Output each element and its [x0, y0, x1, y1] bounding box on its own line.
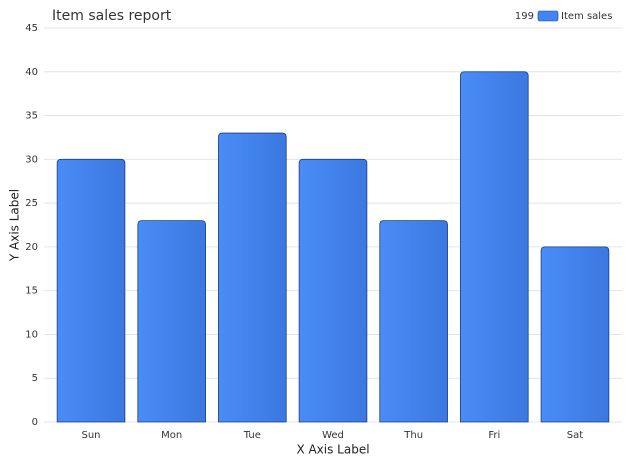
- bar: [56, 158, 126, 423]
- legend-total: 199: [515, 11, 534, 22]
- x-tick-label: Fri: [488, 430, 500, 441]
- y-tick-label: 30: [25, 154, 38, 165]
- y-tick-label: 45: [25, 23, 38, 34]
- bar: [460, 71, 529, 423]
- bar: [218, 132, 287, 423]
- y-tick-label: 5: [32, 373, 38, 384]
- y-tick-label: 20: [25, 242, 38, 253]
- legend: 199 Item sales: [515, 10, 612, 22]
- x-tick-label: Thu: [403, 430, 423, 441]
- y-axis-label: Y Axis Label: [8, 189, 22, 262]
- bar: [379, 220, 448, 423]
- legend-label: Item sales: [561, 11, 612, 22]
- y-tick-label: 40: [25, 67, 38, 78]
- x-tick-label: Wed: [322, 430, 344, 441]
- y-tick-label: 10: [25, 329, 38, 340]
- chart-title: Item sales report: [52, 8, 172, 24]
- x-tick-label: Sat: [567, 430, 583, 441]
- legend-swatch: [537, 10, 559, 22]
- bar: [298, 158, 368, 423]
- bar: [540, 246, 610, 423]
- bar: [137, 220, 206, 423]
- y-tick-label: 25: [25, 198, 38, 209]
- y-tick-label: 0: [32, 417, 38, 428]
- x-tick-label: Mon: [161, 430, 182, 441]
- y-tick-label: 35: [25, 111, 38, 122]
- x-tick-label: Sun: [82, 430, 101, 441]
- y-tick-label: 15: [25, 286, 38, 297]
- x-tick-label: Tue: [243, 430, 261, 441]
- x-axis-label: X Axis Label: [296, 443, 369, 457]
